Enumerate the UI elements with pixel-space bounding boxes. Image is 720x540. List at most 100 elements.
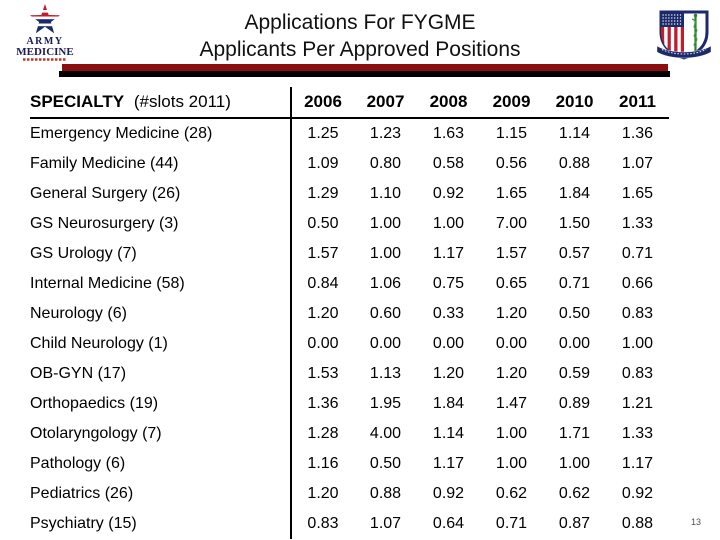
specialty-header: SPECIALTY (#slots 2011) <box>30 87 292 119</box>
value-cell: 0.83 <box>307 515 339 532</box>
value-cell: 0.00 <box>369 335 402 352</box>
value-cell: 0.71 <box>558 275 591 292</box>
value-cell: 0.88 <box>369 485 402 502</box>
table-row: Pediatrics (26) 1.20 0.88 0.92 0.62 0.62 0.92 <box>30 479 669 509</box>
value-cell: 1.25 <box>307 125 339 142</box>
specialty-cell: Psychiatry (15) <box>30 509 292 539</box>
specialty-header-note: (#slots 2011) <box>133 92 231 111</box>
year-header: 2007 <box>354 87 417 119</box>
amedd-crest-logo <box>656 5 712 63</box>
value-cell: 1.20 <box>495 305 528 322</box>
army-medicine-star-icon: ARMY MEDICINE <box>16 4 74 61</box>
value-cell: 1.47 <box>495 395 528 412</box>
value-cell: 0.56 <box>495 155 528 172</box>
value-cell: 1.29 <box>307 185 339 202</box>
ribbon-banner <box>656 45 712 59</box>
value-cell: 0.87 <box>558 515 591 532</box>
value-cell: 1.57 <box>307 245 339 262</box>
table-row: GS Urology (7) 1.57 1.00 1.17 1.57 0.57 0.71 <box>30 239 669 269</box>
table-row: Emergency Medicine (28) 1.25 1.23 1.63 1.15 1… <box>30 118 669 149</box>
army-medicine-logo: ARMY MEDICINE <box>12 3 78 65</box>
specialty-cell: OB-GYN (17) <box>30 359 292 389</box>
value-cell: 0.83 <box>621 305 654 322</box>
applicants-table: SPECIALTY (#slots 2011) 2006 2007 2008 2… <box>30 87 669 539</box>
table-body: Emergency Medicine (28) 1.25 1.23 1.63 1.15 1… <box>30 118 669 539</box>
value-cell: 1.14 <box>558 125 591 142</box>
table-row: Internal Medicine (58) 0.84 1.06 0.75 0.65 0.… <box>30 269 669 299</box>
specialty-cell: Neurology (6) <box>30 299 292 329</box>
value-cell: 1.00 <box>369 245 402 262</box>
table-header-row: SPECIALTY (#slots 2011) 2006 2007 2008 2… <box>30 87 669 119</box>
value-cell: 1.50 <box>558 215 591 232</box>
specialty-cell: Pediatrics (26) <box>30 479 292 509</box>
table-row: Child Neurology (1) 0.00 0.00 0.00 0.00 0.00 1… <box>30 329 669 359</box>
value-cell: 1.17 <box>432 245 465 262</box>
value-cell: 1.33 <box>621 425 654 442</box>
value-cell: 1.63 <box>432 125 465 142</box>
value-cell: 0.92 <box>432 185 465 202</box>
year-header: 2008 <box>417 87 480 119</box>
value-cell: 4.00 <box>369 425 402 442</box>
value-cell: 0.00 <box>432 335 465 352</box>
table-row: Neurology (6) 1.20 0.60 0.33 1.20 0.50 0.83 <box>30 299 669 329</box>
table-row: Family Medicine (44) 1.09 0.80 0.58 0.56 0.88… <box>30 149 669 179</box>
value-cell: 1.07 <box>621 155 654 172</box>
value-cell: 0.71 <box>621 245 654 262</box>
value-cell: 1.33 <box>621 215 654 232</box>
value-cell: 0.62 <box>558 485 591 502</box>
value-cell: 1.06 <box>369 275 402 292</box>
value-cell: 0.00 <box>307 335 339 352</box>
specialty-cell: Internal Medicine (58) <box>30 269 292 299</box>
slide-title: Applications For FYGME Applicants Per Ap… <box>90 9 630 63</box>
value-cell: 1.36 <box>307 395 339 412</box>
specialty-cell: GS Urology (7) <box>30 239 292 269</box>
value-cell: 0.62 <box>495 485 528 502</box>
year-header: 2011 <box>606 87 669 119</box>
specialty-cell: Orthopaedics (19) <box>30 389 292 419</box>
value-cell: 0.71 <box>495 515 528 532</box>
value-cell: 0.92 <box>621 485 654 502</box>
value-cell: 1.23 <box>369 125 402 142</box>
value-cell: 1.84 <box>558 185 591 202</box>
table-row: Orthopaedics (19) 1.36 1.95 1.84 1.47 0.89 1.2… <box>30 389 669 419</box>
value-cell: 0.88 <box>621 515 654 532</box>
table-row: GS Neurosurgery (3) 0.50 1.00 1.00 7.00 1.50 1… <box>30 209 669 239</box>
value-cell: 1.17 <box>432 455 465 472</box>
value-cell: 1.65 <box>495 185 528 202</box>
table-row: OB-GYN (17) 1.53 1.13 1.20 1.20 0.59 0.83 <box>30 359 669 389</box>
value-cell: 1.36 <box>621 125 654 142</box>
value-cell: 1.17 <box>621 455 654 472</box>
specialty-cell: Family Medicine (44) <box>30 149 292 179</box>
value-cell: 1.00 <box>621 335 654 352</box>
specialty-cell: GS Neurosurgery (3) <box>30 209 292 239</box>
army-logo-text: ARMY <box>26 36 63 47</box>
specialty-cell: General Surgery (26) <box>30 179 292 209</box>
specialty-header-label: SPECIALTY <box>30 92 125 111</box>
value-cell: 0.00 <box>495 335 528 352</box>
value-cell: 0.50 <box>558 305 591 322</box>
specialty-cell: Otolaryngology (7) <box>30 419 292 449</box>
value-cell: 1.21 <box>621 395 654 412</box>
value-cell: 1.71 <box>558 425 591 442</box>
value-cell: 1.00 <box>495 425 528 442</box>
specialty-cell: Child Neurology (1) <box>30 329 292 359</box>
divider-bar-red <box>62 64 668 71</box>
value-cell: 1.13 <box>369 365 402 382</box>
value-cell: 0.84 <box>307 275 339 292</box>
value-cell: 0.80 <box>369 155 402 172</box>
value-cell: 1.53 <box>307 365 339 382</box>
specialty-cell: Emergency Medicine (28) <box>30 118 292 149</box>
value-cell: 0.00 <box>558 335 591 352</box>
year-header: 2006 <box>291 87 354 119</box>
title-line-1: Applications For FYGME <box>244 11 476 34</box>
value-cell: 0.65 <box>495 275 528 292</box>
value-cell: 1.09 <box>307 155 339 172</box>
page-number: 13 <box>691 517 702 527</box>
value-cell: 1.07 <box>369 515 402 532</box>
medicine-logo-text: MEDICINE <box>16 46 73 58</box>
title-line-2: Applicants Per Approved Positions <box>199 38 521 61</box>
value-cell: 1.28 <box>307 425 339 442</box>
value-cell: 1.84 <box>432 395 465 412</box>
value-cell: 0.64 <box>432 515 465 532</box>
value-cell: 0.83 <box>621 365 654 382</box>
